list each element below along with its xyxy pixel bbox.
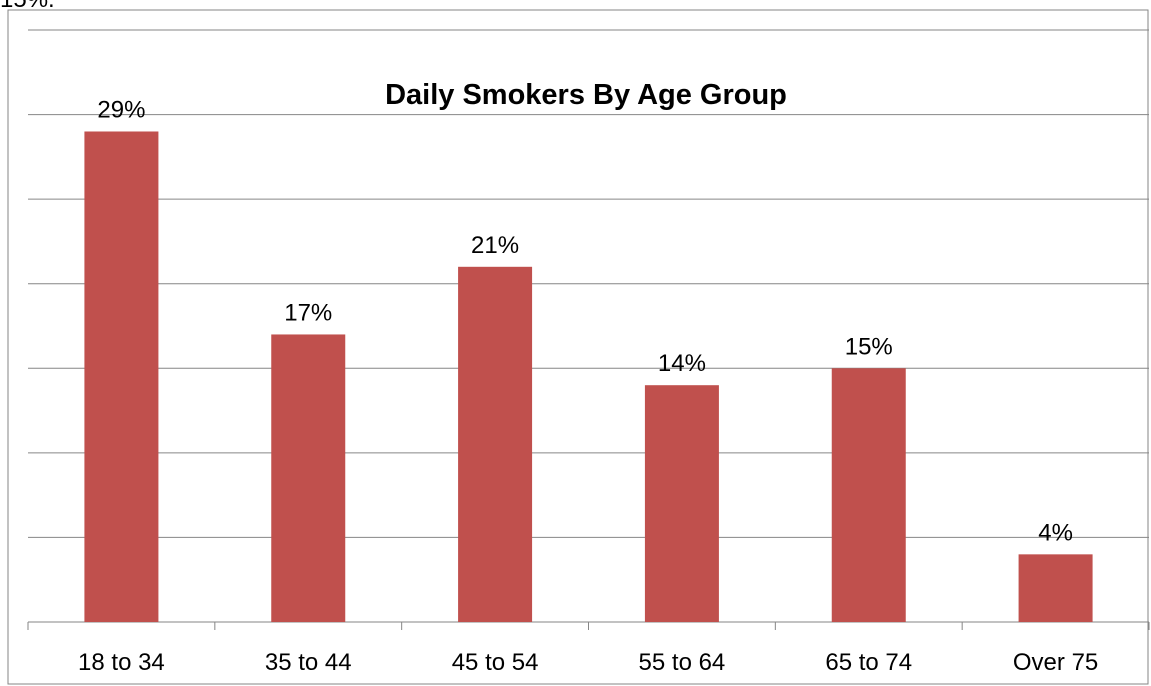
bar bbox=[271, 334, 346, 622]
chart-frame bbox=[7, 9, 1149, 685]
bar bbox=[458, 266, 533, 622]
category-label: 18 to 34 bbox=[78, 649, 165, 676]
data-label: 21% bbox=[471, 232, 519, 259]
category-labels: 18 to 34 35 to 44 45 to 54 55 to 64 65 to 74… bbox=[78, 649, 1098, 676]
data-label: 15% bbox=[845, 333, 893, 360]
bar bbox=[644, 385, 719, 622]
bar bbox=[84, 131, 159, 622]
category-label: 65 to 74 bbox=[825, 649, 912, 676]
bar bbox=[831, 368, 906, 622]
chart-title: Daily Smokers By Age Group bbox=[385, 79, 787, 111]
bars bbox=[84, 131, 1093, 622]
category-label: 55 to 64 bbox=[639, 649, 726, 676]
data-label: 14% bbox=[658, 350, 706, 377]
gridlines bbox=[28, 29, 1149, 538]
category-label: 35 to 44 bbox=[265, 649, 352, 676]
data-labels: 29% 17% 21% 14% 15% 4% bbox=[97, 96, 1073, 546]
data-label: 4% bbox=[1038, 519, 1073, 546]
category-label: Over 75 bbox=[1013, 649, 1098, 676]
data-label: 17% bbox=[284, 299, 332, 326]
x-axis bbox=[27, 621, 1150, 630]
data-label: 29% bbox=[97, 96, 145, 123]
bar bbox=[1018, 554, 1093, 622]
category-label: 45 to 54 bbox=[452, 649, 539, 676]
